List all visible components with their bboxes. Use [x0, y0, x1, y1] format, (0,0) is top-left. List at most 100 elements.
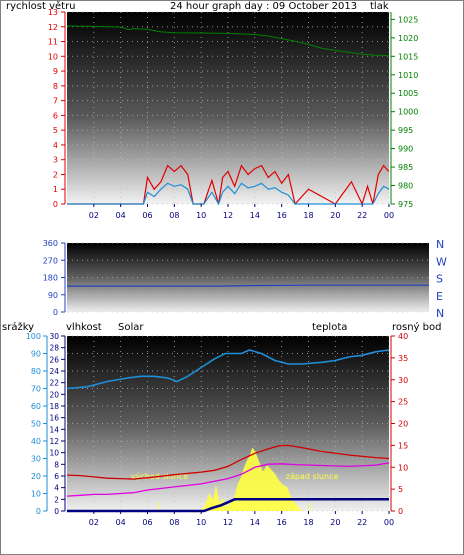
pressure-tick-label: 1025 — [398, 15, 418, 24]
rain-tick-label: 12 — [49, 437, 59, 446]
pressure-tick-label: 985 — [398, 163, 413, 172]
wind-tick-label: 4 — [53, 141, 58, 150]
compass-letter: W — [436, 255, 447, 268]
dewpoint-label: rosný bod — [392, 322, 442, 333]
pressure-tick-label: 980 — [398, 182, 413, 191]
wind-tick-label: 5 — [53, 126, 58, 135]
rain-tick-label: 24 — [49, 367, 59, 376]
humidity-tick-label: 20 — [31, 472, 41, 481]
wind-tick-label: 1 — [53, 185, 58, 194]
pressure-line — [66, 25, 390, 57]
hour-tick-label: 00 — [384, 211, 394, 220]
hour-tick-label: 18 — [303, 518, 313, 527]
hour-tick-label: 18 — [303, 211, 313, 220]
hour-tick-label: 14 — [250, 518, 260, 527]
rain-tick-label: 30 — [49, 332, 59, 341]
compass-letter: E — [436, 290, 443, 303]
direction-tick-label: 270 — [43, 256, 58, 265]
rain-tick-label: 2 — [54, 495, 59, 504]
temperature-tick-label: 5 — [398, 485, 403, 494]
hour-tick-label: 02 — [89, 518, 99, 527]
rain-tick-label: 6 — [54, 472, 59, 481]
wind-direction-line — [67, 284, 429, 287]
temperature-tick-label: 30 — [398, 376, 408, 385]
rain-label: srážky — [2, 322, 35, 333]
hour-tick-label: 20 — [330, 211, 340, 220]
hour-tick-label: 00 — [384, 518, 394, 527]
hour-tick-label: 10 — [196, 518, 206, 527]
rain-tick-label: 10 — [49, 449, 59, 458]
humidity-tick-label: 30 — [31, 455, 41, 464]
rain-tick-label: 8 — [54, 460, 59, 469]
pressure-tick-label: 995 — [398, 126, 413, 135]
hour-tick-label: 08 — [169, 518, 179, 527]
wind-tick-label: 3 — [53, 156, 58, 165]
wind-tick-label: 13 — [48, 8, 58, 17]
pressure-tick-label: 1005 — [398, 89, 418, 98]
wind-tick-label: 8 — [53, 82, 58, 91]
graph-title: 24 hour graph day : 09 October 2013 — [170, 1, 358, 12]
temperature-tick-label: 25 — [398, 398, 408, 407]
wind-tick-label: 6 — [53, 111, 58, 120]
wind-average-line — [67, 182, 390, 206]
hour-tick-label: 22 — [357, 211, 367, 220]
wind-speed-label: rychlost větru — [6, 1, 76, 12]
hour-tick-label: 12 — [223, 211, 233, 220]
wind-speed-line — [67, 164, 390, 206]
humidity-tick-label: 70 — [31, 385, 41, 394]
hour-tick-label: 20 — [330, 518, 340, 527]
wind-tick-label: 11 — [48, 38, 58, 47]
rain-tick-label: 4 — [54, 484, 59, 493]
hour-tick-label: 12 — [223, 518, 233, 527]
pressure-tick-label: 1015 — [398, 52, 418, 61]
rain-line — [67, 498, 389, 513]
temperature-tick-label: 35 — [398, 354, 408, 363]
temperature-tick-label: 40 — [398, 332, 408, 341]
hour-tick-label: 06 — [142, 211, 152, 220]
temperature-tick-label: 20 — [398, 420, 408, 429]
humidity-tick-label: 90 — [31, 350, 41, 359]
compass-letter: N — [436, 238, 444, 251]
direction-tick-label: 90 — [48, 291, 58, 300]
temperature-tick-label: 0 — [398, 507, 403, 516]
humidity-tick-label: 80 — [31, 367, 41, 376]
wind-tick-label: 2 — [53, 170, 58, 179]
humidity-tick-label: 60 — [31, 402, 41, 411]
wind-tick-label: 0 — [53, 200, 58, 209]
direction-tick-label: 0 — [53, 308, 58, 317]
hour-tick-label: 02 — [89, 211, 99, 220]
pressure-label: tlak — [370, 1, 389, 12]
humidity-tick-label: 40 — [31, 437, 41, 446]
temperature-line — [66, 444, 390, 480]
humidity-line — [66, 349, 390, 390]
hour-tick-label: 14 — [250, 211, 260, 220]
humidity-tick-label: 100 — [26, 332, 41, 341]
humidity-tick-label: 0 — [36, 507, 41, 516]
wind-tick-label: 9 — [53, 67, 58, 76]
hour-tick-label: 04 — [116, 211, 126, 220]
compass-letter: N — [436, 307, 444, 320]
rain-tick-label: 26 — [49, 355, 59, 364]
direction-tick-label: 180 — [43, 274, 58, 283]
hour-tick-label: 10 — [196, 211, 206, 220]
rain-tick-label: 18 — [49, 402, 59, 411]
rain-tick-label: 16 — [49, 414, 59, 423]
dewpoint-line — [66, 462, 390, 497]
sunset-label: západ slunce — [286, 472, 339, 481]
humidity-label: vlhkost — [66, 322, 102, 333]
temperature-tick-label: 10 — [398, 463, 408, 472]
rain-tick-label: 22 — [49, 379, 59, 388]
pressure-tick-label: 990 — [398, 145, 413, 154]
pressure-tick-label: 1000 — [398, 108, 418, 117]
hour-tick-label: 16 — [277, 211, 287, 220]
rain-tick-label: 0 — [54, 507, 59, 516]
humidity-tick-label: 10 — [31, 490, 41, 499]
solar-label: Solar — [118, 322, 144, 333]
wind-tick-label: 7 — [53, 97, 58, 106]
wind-tick-label: 12 — [48, 23, 58, 32]
pressure-tick-label: 1010 — [398, 71, 418, 80]
pressure-tick-label: 975 — [398, 200, 413, 209]
humidity-tick-label: 50 — [31, 420, 41, 429]
direction-tick-label: 360 — [43, 239, 58, 248]
